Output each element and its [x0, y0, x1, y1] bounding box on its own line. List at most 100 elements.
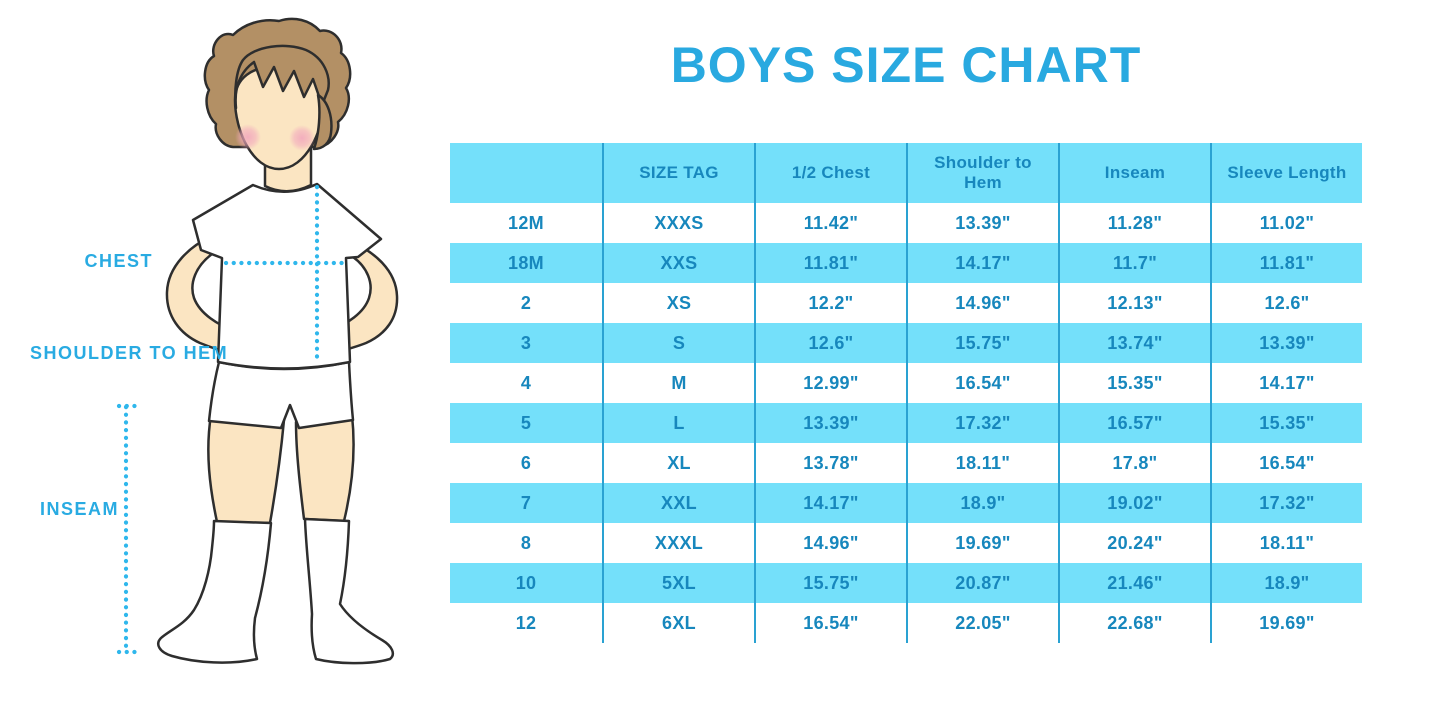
table-cell-shoulder-to-hem: 19.69"	[906, 523, 1058, 563]
table-cell-size-tag: 6XL	[602, 603, 754, 643]
boy-shorts	[207, 360, 355, 430]
table-cell-size-tag: M	[602, 363, 754, 403]
table-cell-inseam: 21.46"	[1058, 563, 1210, 603]
table-cell-shoulder-to-hem: 13.39"	[906, 203, 1058, 243]
size-table: SIZE TAG 1/2 Chest Shoulder to Hem Insea…	[450, 143, 1362, 643]
table-cell-size: 12M	[508, 212, 544, 233]
table-row: 8 XXXL 14.96" 19.69" 20.24" 18.11"	[450, 523, 1362, 563]
header-cell-half-chest: 1/2 Chest	[754, 143, 906, 203]
table-cell-inseam: 20.24"	[1058, 523, 1210, 563]
table-cell-shoulder-to-hem: 18.9"	[906, 483, 1058, 523]
table-cell-half-chest: 15.75"	[754, 563, 906, 603]
table-cell-shoulder-to-hem: 15.75"	[906, 323, 1058, 363]
boy-hair-bangs	[234, 44, 330, 110]
table-cell-size: 12	[515, 612, 537, 633]
table-cell-size: 5	[520, 412, 532, 433]
boy-hair-side-lock	[312, 93, 333, 151]
header-cell-blank	[450, 143, 602, 203]
table-cell-sleeve-length: 19.69"	[1210, 603, 1362, 643]
table-cell-inseam: 17.8"	[1058, 443, 1210, 483]
table-cell-sleeve-length: 17.32"	[1210, 483, 1362, 523]
table-cell-sleeve-length: 15.35"	[1210, 403, 1362, 443]
header-cell-shoulder-to-hem: Shoulder to Hem	[906, 143, 1058, 203]
table-cell-size: 4	[520, 372, 532, 393]
table-cell-half-chest: 12.99"	[754, 363, 906, 403]
header-cell-sleeve-length: Sleeve Length	[1210, 143, 1362, 203]
boy-cheek-right	[289, 125, 315, 151]
table-cell-inseam: 12.13"	[1058, 283, 1210, 323]
table-cell-shoulder-to-hem: 16.54"	[906, 363, 1058, 403]
boy-measurement-illustration	[116, 17, 399, 665]
table-cell-size: 8	[520, 532, 532, 553]
table-row: 18M XXS 11.81" 14.17" 11.7" 11.81"	[450, 243, 1362, 283]
table-cell-sleeve-length: 12.6"	[1210, 283, 1362, 323]
boy-cheek-left	[235, 124, 261, 150]
table-row: 3 S 12.6" 15.75" 13.74" 13.39"	[450, 323, 1362, 363]
table-row: 10 5XL 15.75" 20.87" 21.46" 18.9"	[450, 563, 1362, 603]
table-cell-size-tag: XXS	[602, 243, 754, 283]
table-cell-half-chest: 11.81"	[754, 243, 906, 283]
table-cell-inseam: 11.28"	[1058, 203, 1210, 243]
table-cell-inseam: 15.35"	[1058, 363, 1210, 403]
table-cell-size-tag: 5XL	[602, 563, 754, 603]
table-cell-shoulder-to-hem: 14.17"	[906, 243, 1058, 283]
table-header-row: SIZE TAG 1/2 Chest Shoulder to Hem Insea…	[450, 143, 1362, 203]
table-cell-inseam: 16.57"	[1058, 403, 1210, 443]
table-cell-half-chest: 16.54"	[754, 603, 906, 643]
shoulder-to-hem-label: SHOULDER TO HEM	[30, 343, 229, 363]
table-cell-inseam: 11.7"	[1058, 243, 1210, 283]
page-title: BOYS SIZE CHART	[670, 37, 1142, 93]
table-cell-size-tag: S	[602, 323, 754, 363]
inseam-label: INSEAM	[40, 499, 120, 519]
table-cell-size: 7	[520, 492, 532, 513]
table-cell-half-chest: 11.42"	[754, 203, 906, 243]
boy-head	[203, 17, 352, 171]
table-cell-inseam: 13.74"	[1058, 323, 1210, 363]
table-cell-size-tag: XXXL	[602, 523, 754, 563]
table-cell-inseam: 19.02"	[1058, 483, 1210, 523]
table-cell-shoulder-to-hem: 17.32"	[906, 403, 1058, 443]
table-cell-inseam: 22.68"	[1058, 603, 1210, 643]
table-cell-sleeve-length: 18.9"	[1210, 563, 1362, 603]
table-cell-size-tag: L	[602, 403, 754, 443]
table-cell-sleeve-length: 16.54"	[1210, 443, 1362, 483]
table-cell-size-tag: XS	[602, 283, 754, 323]
table-row: 6 XL 13.78" 18.11" 17.8" 16.54"	[450, 443, 1362, 483]
table-cell-sleeve-length: 13.39"	[1210, 323, 1362, 363]
table-row: 5 L 13.39" 17.32" 16.57" 15.35"	[450, 403, 1362, 443]
table-cell-size: 18M	[508, 252, 544, 273]
table-cell-size-tag: XXXS	[602, 203, 754, 243]
boy-socks	[157, 517, 394, 665]
table-cell-shoulder-to-hem: 18.11"	[906, 443, 1058, 483]
boy-legs	[207, 413, 355, 525]
table-cell-sleeve-length: 18.11"	[1210, 523, 1362, 563]
table-cell-half-chest: 14.96"	[754, 523, 906, 563]
table-row: 4 M 12.99" 16.54" 15.35" 14.17"	[450, 363, 1362, 403]
table-body: 12M XXXS 11.42" 13.39" 11.28" 11.02" 18M XXS 11…	[450, 203, 1362, 643]
header-cell-inseam: Inseam	[1058, 143, 1210, 203]
table-cell-size: 2	[520, 292, 532, 313]
table-cell-size-tag: XXL	[602, 483, 754, 523]
table-cell-sleeve-length: 11.02"	[1210, 203, 1362, 243]
table-cell-half-chest: 12.6"	[754, 323, 906, 363]
table-cell-half-chest: 14.17"	[754, 483, 906, 523]
boy-tshirt	[191, 182, 383, 370]
chest-label: CHEST	[84, 251, 153, 271]
table-cell-size-tag: XL	[602, 443, 754, 483]
table-cell-size: 10	[515, 572, 537, 593]
table-cell-size: 3	[520, 332, 532, 353]
header-cell-size-tag: SIZE TAG	[602, 143, 754, 203]
table-cell-shoulder-to-hem: 14.96"	[906, 283, 1058, 323]
table-cell-shoulder-to-hem: 20.87"	[906, 563, 1058, 603]
table-row: 7 XXL 14.17" 18.9" 19.02" 17.32"	[450, 483, 1362, 523]
table-row: 12M XXXS 11.42" 13.39" 11.28" 11.02"	[450, 203, 1362, 243]
table-cell-half-chest: 13.39"	[754, 403, 906, 443]
table-cell-size: 6	[520, 452, 532, 473]
table-cell-sleeve-length: 14.17"	[1210, 363, 1362, 403]
table-cell-half-chest: 12.2"	[754, 283, 906, 323]
table-cell-shoulder-to-hem: 22.05"	[906, 603, 1058, 643]
table-cell-half-chest: 13.78"	[754, 443, 906, 483]
table-row: 2 XS 12.2" 14.96" 12.13" 12.6"	[450, 283, 1362, 323]
table-row: 12 6XL 16.54" 22.05" 22.68" 19.69"	[450, 603, 1362, 643]
